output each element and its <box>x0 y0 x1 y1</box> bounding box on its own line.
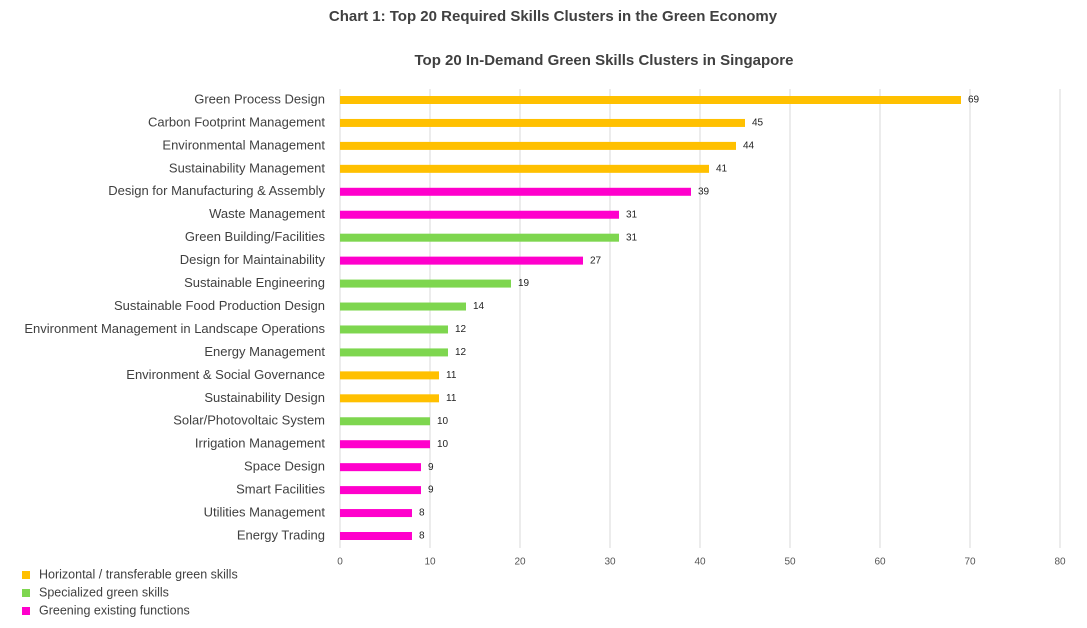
data-label: 8 <box>419 531 425 542</box>
bar <box>340 532 412 540</box>
bar <box>340 141 736 150</box>
y-tick-label: Sustainability Management <box>169 160 325 175</box>
bar <box>340 394 439 403</box>
data-label: 41 <box>716 163 728 174</box>
bar <box>340 210 619 219</box>
data-label: 9 <box>428 462 434 473</box>
data-label: 27 <box>590 255 602 266</box>
legend-swatch <box>22 589 30 597</box>
data-label: 31 <box>626 209 638 220</box>
bar <box>340 302 466 311</box>
y-tick-label: Green Process Design <box>194 91 325 106</box>
x-tick-label: 80 <box>1054 557 1066 568</box>
legend-label: Greening existing functions <box>39 603 190 617</box>
x-tick-label: 40 <box>694 557 706 568</box>
bar <box>340 279 511 288</box>
y-tick-label: Sustainable Food Production Design <box>114 298 325 313</box>
bar <box>340 371 439 380</box>
bar <box>340 348 448 357</box>
y-tick-label: Environment Management in Landscape Oper… <box>24 321 325 336</box>
data-label: 45 <box>752 118 764 129</box>
y-tick-label: Solar/Photovoltaic System <box>173 413 325 428</box>
data-label: 11 <box>446 370 457 381</box>
x-tick-label: 20 <box>514 557 526 568</box>
chart-subtitle: Top 20 In-Demand Green Skills Clusters i… <box>415 52 794 69</box>
legend-swatch <box>22 607 30 615</box>
y-tick-label: Environmental Management <box>162 137 325 152</box>
chart-title: Chart 1: Top 20 Required Skills Clusters… <box>329 8 778 25</box>
y-tick-label: Irrigation Management <box>195 436 325 451</box>
legend-swatch <box>22 571 30 579</box>
bar <box>340 325 448 334</box>
y-tick-label: Utilities Management <box>204 504 326 519</box>
data-label: 8 <box>419 508 425 519</box>
data-label: 69 <box>968 95 980 106</box>
y-tick-label: Sustainable Engineering <box>184 275 325 290</box>
x-tick-label: 10 <box>424 557 436 568</box>
y-tick-label: Sustainability Design <box>204 390 325 405</box>
y-tick-label: Design for Maintainability <box>180 252 326 267</box>
x-tick-label: 50 <box>784 557 796 568</box>
y-tick-label: Energy Trading <box>237 527 325 542</box>
y-tick-label: Waste Management <box>209 206 325 221</box>
data-label: 10 <box>437 416 449 427</box>
bar <box>340 417 430 426</box>
y-tick-label: Energy Management <box>204 344 325 359</box>
bar <box>340 440 430 449</box>
data-label: 44 <box>743 141 755 152</box>
data-label: 31 <box>626 232 638 243</box>
bar <box>340 118 745 127</box>
data-label: 9 <box>428 485 434 496</box>
y-tick-label: Smart Facilities <box>236 482 325 497</box>
data-label: 12 <box>455 347 467 358</box>
bar <box>340 256 583 265</box>
data-label: 10 <box>437 439 449 450</box>
data-label: 39 <box>698 186 710 197</box>
bar <box>340 463 421 472</box>
bar <box>340 187 691 196</box>
y-tick-label: Design for Manufacturing & Assembly <box>108 183 325 198</box>
x-tick-label: 0 <box>337 557 343 568</box>
data-label: 14 <box>473 301 485 312</box>
legend-label: Horizontal / transferable green skills <box>39 567 238 581</box>
y-tick-label: Space Design <box>244 459 325 474</box>
data-label: 12 <box>455 324 467 335</box>
y-tick-label: Green Building/Facilities <box>185 229 326 244</box>
bar <box>340 509 412 518</box>
legend-label: Specialized green skills <box>39 585 169 599</box>
bar <box>340 164 709 173</box>
y-tick-label: Carbon Footprint Management <box>148 114 325 129</box>
bar <box>340 233 619 242</box>
y-tick-label: Environment & Social Governance <box>126 367 325 382</box>
data-label: 11 <box>446 393 457 404</box>
x-tick-label: 60 <box>874 557 886 568</box>
bar <box>340 486 421 495</box>
bar <box>340 96 961 104</box>
x-tick-label: 30 <box>604 557 616 568</box>
data-label: 19 <box>518 278 530 289</box>
x-tick-label: 70 <box>964 557 976 568</box>
